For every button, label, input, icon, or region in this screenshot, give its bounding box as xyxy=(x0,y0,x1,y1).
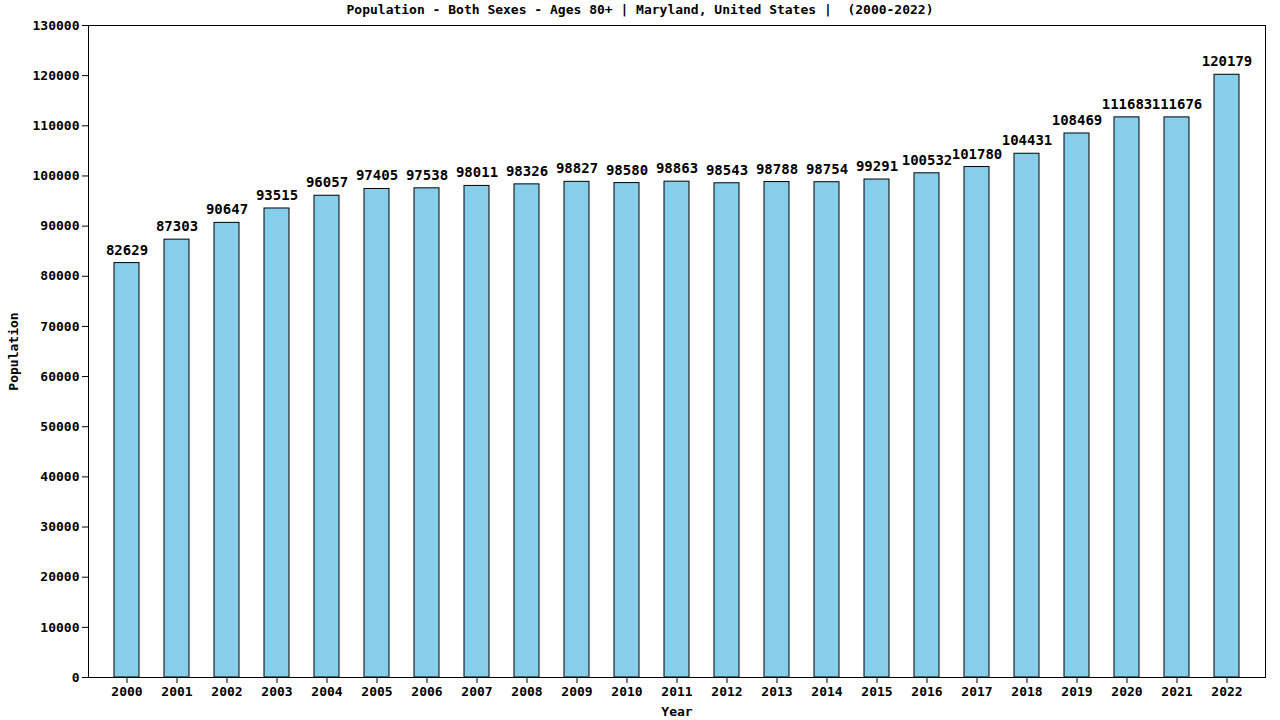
svg-text:2009: 2009 xyxy=(561,684,592,699)
svg-text:98543: 98543 xyxy=(706,162,748,178)
html-text:Population - Both Sexes - Ages: Population - Both Sexes - Ages 80+ | Mar… xyxy=(346,2,934,17)
svg-text:108469: 108469 xyxy=(1052,112,1103,128)
svg-text:98011: 98011 xyxy=(456,164,498,180)
svg-text:97538: 97538 xyxy=(406,167,448,183)
svg-text:2015: 2015 xyxy=(861,684,892,699)
svg-text:10000: 10000 xyxy=(40,620,79,635)
svg-text:2008: 2008 xyxy=(511,684,542,699)
svg-text:120179: 120179 xyxy=(1202,53,1253,69)
svg-text:101780: 101780 xyxy=(952,146,1003,162)
svg-text:2001: 2001 xyxy=(161,684,192,699)
svg-text:Population: Population xyxy=(6,312,21,390)
svg-text:2014: 2014 xyxy=(811,684,842,699)
svg-text:98754: 98754 xyxy=(806,161,848,177)
svg-text:2012: 2012 xyxy=(711,684,742,699)
svg-text:2000: 2000 xyxy=(111,684,142,699)
svg-text:2011: 2011 xyxy=(661,684,692,699)
svg-text:2006: 2006 xyxy=(411,684,442,699)
svg-text:2007: 2007 xyxy=(461,684,492,699)
svg-text:98827: 98827 xyxy=(556,160,598,176)
svg-text:2017: 2017 xyxy=(961,684,992,699)
svg-text:30000: 30000 xyxy=(40,519,79,534)
svg-text:2004: 2004 xyxy=(311,684,342,699)
svg-text:2019: 2019 xyxy=(1061,684,1092,699)
svg-text:96057: 96057 xyxy=(306,174,348,190)
svg-text:2016: 2016 xyxy=(911,684,942,699)
svg-text:0: 0 xyxy=(72,670,80,685)
svg-text:2021: 2021 xyxy=(1161,684,1192,699)
svg-text:80000: 80000 xyxy=(40,268,79,283)
svg-text:90647: 90647 xyxy=(206,201,248,217)
svg-text:87303: 87303 xyxy=(156,218,198,234)
svg-text:Year: Year xyxy=(661,704,692,719)
svg-text:2013: 2013 xyxy=(761,684,792,699)
svg-text:2018: 2018 xyxy=(1011,684,1042,699)
svg-text:111683: 111683 xyxy=(1102,96,1153,112)
svg-text:98863: 98863 xyxy=(656,160,698,176)
svg-text:110000: 110000 xyxy=(33,118,80,133)
svg-text:98580: 98580 xyxy=(606,162,648,178)
svg-text:130000: 130000 xyxy=(33,20,80,33)
svg-text:70000: 70000 xyxy=(40,319,79,334)
svg-text:2002: 2002 xyxy=(211,684,242,699)
svg-text:50000: 50000 xyxy=(40,419,79,434)
svg-text:111676: 111676 xyxy=(1152,96,1203,112)
svg-text:2022: 2022 xyxy=(1211,684,1242,699)
svg-text:98326: 98326 xyxy=(506,163,548,179)
svg-text:120000: 120000 xyxy=(33,68,80,83)
svg-text:20000: 20000 xyxy=(40,569,79,584)
svg-text:100532: 100532 xyxy=(902,152,953,168)
svg-text:97405: 97405 xyxy=(356,167,398,183)
svg-text:2010: 2010 xyxy=(611,684,642,699)
svg-text:2020: 2020 xyxy=(1111,684,1142,699)
svg-text:40000: 40000 xyxy=(40,469,79,484)
svg-text:90000: 90000 xyxy=(40,218,79,233)
svg-text:104431: 104431 xyxy=(1002,132,1053,148)
svg-text:98788: 98788 xyxy=(756,161,798,177)
svg-text:93515: 93515 xyxy=(256,187,298,203)
svg-text:2003: 2003 xyxy=(261,684,292,699)
svg-text:2005: 2005 xyxy=(361,684,392,699)
svg-text:100000: 100000 xyxy=(33,168,80,183)
svg-text:99291: 99291 xyxy=(856,158,898,174)
svg-text:82629: 82629 xyxy=(106,242,148,258)
svg-text:60000: 60000 xyxy=(40,369,79,384)
